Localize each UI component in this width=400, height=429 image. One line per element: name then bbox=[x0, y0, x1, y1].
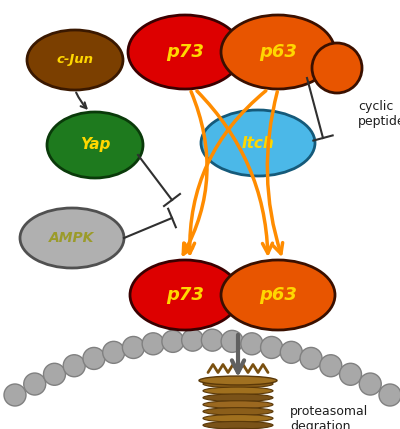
Circle shape bbox=[122, 336, 144, 359]
Circle shape bbox=[340, 363, 362, 385]
Circle shape bbox=[201, 329, 223, 351]
Text: cyclic
peptide: cyclic peptide bbox=[358, 100, 400, 128]
Text: c-Jun: c-Jun bbox=[56, 54, 94, 66]
Ellipse shape bbox=[47, 112, 143, 178]
Circle shape bbox=[44, 363, 66, 385]
Circle shape bbox=[142, 333, 164, 355]
Circle shape bbox=[260, 336, 282, 359]
Circle shape bbox=[83, 347, 105, 369]
Circle shape bbox=[379, 384, 400, 406]
Text: proteasomal
degration: proteasomal degration bbox=[290, 405, 368, 429]
Circle shape bbox=[280, 341, 302, 363]
Text: Yap: Yap bbox=[80, 138, 110, 152]
Ellipse shape bbox=[203, 421, 273, 429]
Circle shape bbox=[300, 347, 322, 369]
Ellipse shape bbox=[27, 30, 123, 90]
Circle shape bbox=[320, 355, 342, 377]
Text: p73: p73 bbox=[166, 43, 204, 61]
Circle shape bbox=[359, 373, 381, 395]
Ellipse shape bbox=[203, 394, 273, 402]
Ellipse shape bbox=[199, 376, 277, 385]
Circle shape bbox=[4, 384, 26, 406]
Ellipse shape bbox=[130, 260, 240, 330]
Circle shape bbox=[103, 341, 125, 363]
Ellipse shape bbox=[203, 380, 273, 388]
Circle shape bbox=[63, 355, 85, 377]
Circle shape bbox=[162, 330, 184, 352]
Ellipse shape bbox=[203, 414, 273, 422]
Text: AMPK: AMPK bbox=[49, 231, 95, 245]
Ellipse shape bbox=[201, 110, 315, 176]
Ellipse shape bbox=[20, 208, 124, 268]
Ellipse shape bbox=[203, 408, 273, 415]
Circle shape bbox=[221, 330, 243, 352]
Ellipse shape bbox=[128, 15, 242, 89]
Circle shape bbox=[24, 373, 46, 395]
Text: p63: p63 bbox=[259, 43, 297, 61]
Circle shape bbox=[182, 329, 204, 351]
Ellipse shape bbox=[203, 387, 273, 395]
Ellipse shape bbox=[221, 260, 335, 330]
Text: p63: p63 bbox=[259, 286, 297, 304]
Ellipse shape bbox=[221, 15, 335, 89]
Ellipse shape bbox=[312, 43, 362, 93]
Circle shape bbox=[241, 333, 263, 355]
Ellipse shape bbox=[203, 428, 273, 429]
Text: p73: p73 bbox=[166, 286, 204, 304]
Text: Itch: Itch bbox=[242, 136, 274, 151]
Ellipse shape bbox=[203, 401, 273, 408]
